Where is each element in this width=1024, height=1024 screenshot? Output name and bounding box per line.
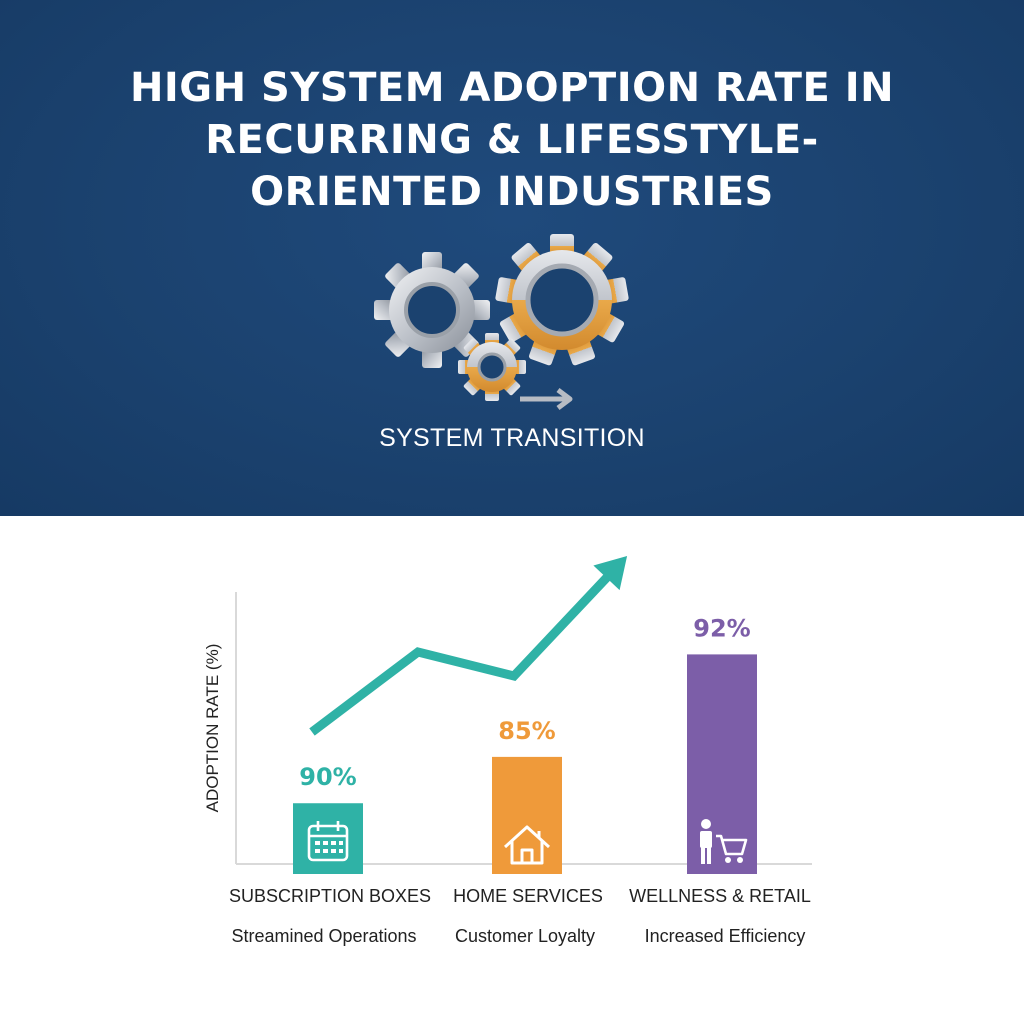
header-banner: HIGH SYSTEM ADOPTION RATE IN RECURRING &… (0, 0, 1024, 516)
gear-icon (374, 234, 629, 410)
value-label-wellness-retail: 92% (693, 614, 750, 642)
subtitle-customer-loyalty: Customer Loyalty (454, 926, 596, 946)
system-transition-label: SYSTEM TRANSITION (379, 424, 645, 452)
arrow-right-icon (520, 388, 573, 410)
bar-home-services (492, 756, 562, 874)
gear-right (495, 234, 629, 366)
adoption-chart: ADOPTION RATE (%) 90% 85% 92% (203, 555, 812, 874)
subtitle-increased-efficiency: Increased Efficiency (644, 926, 806, 946)
bar-subscription-boxes (293, 803, 363, 874)
shopping-cart-person-icon (700, 819, 748, 864)
trend-arrowhead (593, 555, 628, 591)
value-label-subscription-boxes: 90% (299, 763, 356, 791)
trend-line-group (309, 555, 628, 736)
subtitle-streamined-operations: Streamined Operations (231, 926, 417, 946)
gear-left (374, 252, 490, 368)
category-label-wellness-retail: WELLNESS & RETAIL (629, 886, 811, 906)
house-icon (503, 825, 551, 865)
category-label-home-services: HOME SERVICES (453, 886, 603, 906)
category-label-subscription-boxes: SUBSCRIPTION BOXES (228, 886, 432, 906)
gear-small (458, 333, 526, 401)
value-label-home-services: 85% (498, 717, 555, 745)
page-title: HIGH SYSTEM ADOPTION RATE IN RECURRING &… (129, 65, 895, 215)
y-axis-label: ADOPTION RATE (%) (203, 644, 222, 813)
calendar-icon (307, 821, 349, 862)
trend-line (309, 568, 616, 736)
